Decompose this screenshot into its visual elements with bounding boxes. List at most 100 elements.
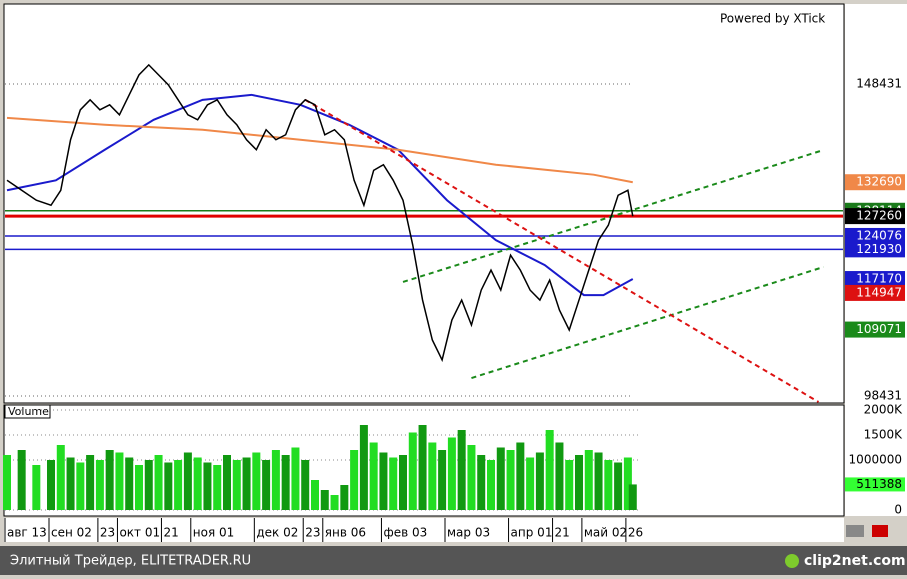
icon-button[interactable] [846,525,864,537]
logo-icon [785,554,799,568]
volume-bar [32,465,41,510]
trend-line [402,149,824,283]
volume-bar [125,457,134,510]
footer-text: Элитный Трейдер, ELITETRADER.RU [10,554,251,569]
x-tick-label: авг 13 [7,526,47,540]
level-marker [845,271,905,288]
x-tick-label: фев 03 [383,526,427,540]
volume-bar [447,437,456,510]
volume-bar [56,445,65,510]
x-tick-label: ноя 01 [193,526,235,540]
volume-bar [95,460,104,510]
volume-bar [291,447,300,510]
level-label: 132690 [856,175,902,189]
volume-bar [526,457,535,510]
volume-bar [389,457,398,510]
trend-line [304,98,820,403]
volume-bar [3,455,11,510]
volume-bar [555,442,564,510]
exit-button[interactable] [872,525,888,537]
volume-bar [359,425,368,510]
volume-label-box [4,404,51,419]
level-marker [845,208,905,225]
volume-bar [545,430,554,510]
moving-average [6,93,634,297]
volume-bar [477,455,486,510]
volume-bar [487,460,495,510]
y-tick-label: 1000000 [849,453,902,467]
level-marker [845,227,905,244]
y-tick-label: 148431 [856,77,902,91]
volume-bar [575,455,583,510]
volume-bar [584,450,593,510]
volume-bar [213,465,222,510]
volume-bar [320,490,329,510]
powered-by: Powered by XTick [720,12,825,26]
x-tick-label: 23 [100,526,115,540]
volume-bar [242,457,251,510]
volume-bar [232,460,241,510]
volume-bar [408,432,417,510]
price-line [6,63,634,363]
level-label: 127260 [856,209,902,223]
volume-bar [262,460,271,510]
x-axis-panel [4,518,844,542]
x-tick-label: дек 02 [256,526,298,540]
x-tick-label: мар 03 [447,526,490,540]
volume-bar [623,457,632,510]
volume-bar [418,425,427,510]
trend-line [471,266,824,380]
x-tick-label: окт 01 [119,526,160,540]
volume-bar [516,442,525,510]
volume-bar [467,445,476,510]
volume-bar [604,460,613,510]
x-tick-label: 21 [163,526,178,540]
volume-bar [565,460,574,510]
volume-bar [340,485,349,510]
volume-bar [350,450,359,510]
volume-bar [252,452,261,510]
volume-bar [628,484,637,510]
volume-bar [506,450,515,510]
y-tick-label: 0 [894,503,902,517]
volume-bar [66,457,75,510]
volume-bar [614,462,623,510]
volume-bar [86,455,95,510]
footer-bar [0,546,907,575]
level-label: 109071 [856,322,902,336]
level-marker [845,241,905,258]
x-tick-label: янв 06 [325,526,366,540]
volume-bar [535,452,544,510]
volume-bar [17,450,26,510]
volume-bar [203,462,212,510]
volume-bar [301,460,310,510]
moving-average [6,116,633,184]
level-marker [845,284,905,301]
x-tick-label: 26 [628,526,643,540]
volume-bar [379,452,388,510]
volume-marker-box [845,477,905,492]
volume-bar [223,455,231,510]
level-label: 124076 [856,228,902,242]
level-marker [845,174,905,191]
axis-panel [845,4,907,516]
volume-marker-label: 511388 [856,477,902,491]
volume-bar [105,450,114,510]
x-tick-label: апр 01 [511,526,553,540]
x-tick-label: 23 [305,526,320,540]
volume-bar [594,452,603,510]
y-tick-label: 1500K [864,428,904,442]
volume-bar [281,455,290,510]
volume-bar [76,462,85,510]
volume-bar [399,455,407,510]
level-label: 117170 [856,272,902,286]
volume-bar [369,442,378,510]
volume-bar [154,455,163,510]
volume-bar [330,495,339,510]
watermark: clip2net.com [804,553,906,569]
volume-bar [47,460,55,510]
volume-bar [183,452,192,510]
level-marker [845,321,905,338]
